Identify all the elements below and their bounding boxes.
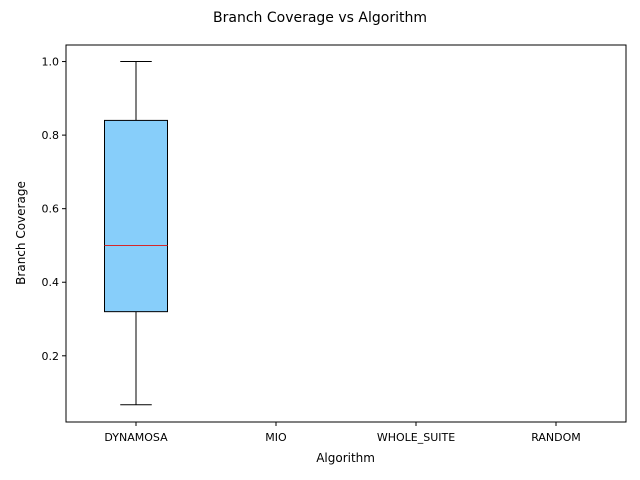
x-axis: DYNAMOSA MIO WHOLE_SUITE RANDOM xyxy=(104,422,581,444)
x-tick-label: MIO xyxy=(265,431,287,444)
chart-title: Branch Coverage vs Algorithm xyxy=(213,10,427,26)
box-iqr xyxy=(104,119,168,313)
y-tick-label: 0.2 xyxy=(42,350,60,363)
y-axis-label: Branch Coverage xyxy=(14,181,28,285)
y-axis: 0.2 0.4 0.6 0.8 1.0 xyxy=(42,56,66,363)
y-tick-label: 0.6 xyxy=(42,203,60,216)
y-tick-label: 1.0 xyxy=(42,56,60,69)
x-tick-label: RANDOM xyxy=(531,431,581,444)
y-tick-label: 0.8 xyxy=(42,129,60,142)
plot-area xyxy=(65,44,627,423)
x-tick-label: DYNAMOSA xyxy=(104,431,168,444)
axes-frame xyxy=(65,44,627,423)
y-tick-label: 0.4 xyxy=(42,276,60,289)
box-group xyxy=(104,61,168,406)
x-tick-label: WHOLE_SUITE xyxy=(377,431,455,444)
x-axis-label: Algorithm xyxy=(316,451,375,465)
